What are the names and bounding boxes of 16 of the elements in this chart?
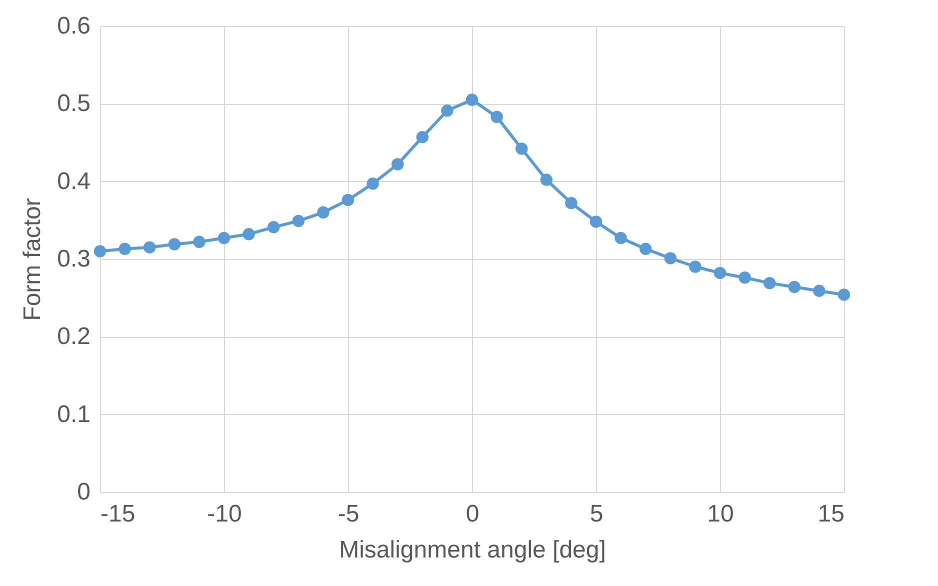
y-tick-label: 0.1 bbox=[57, 400, 90, 428]
x-tick-label: -5 bbox=[338, 500, 360, 528]
x-tick-label: 0 bbox=[466, 500, 480, 528]
x-tick-label: 10 bbox=[707, 500, 734, 528]
y-tick-label: 0.2 bbox=[57, 323, 90, 350]
y-tick-label: 0.6 bbox=[57, 12, 90, 40]
x-tick-label: 15 bbox=[818, 500, 844, 528]
y-tick-label: 0.4 bbox=[57, 168, 90, 195]
x-tick-label: -10 bbox=[207, 500, 242, 528]
y-tick-label: 0.5 bbox=[57, 90, 90, 118]
x-tick-label: -15 bbox=[100, 500, 136, 528]
y-axis-title: Form factor bbox=[19, 198, 46, 321]
y-tick-label: 0.3 bbox=[57, 246, 90, 272]
x-axis-title: Misalignment angle [deg] bbox=[339, 536, 606, 564]
y-tick-label: 0 bbox=[77, 478, 90, 506]
x-tick-label: 5 bbox=[590, 500, 604, 528]
